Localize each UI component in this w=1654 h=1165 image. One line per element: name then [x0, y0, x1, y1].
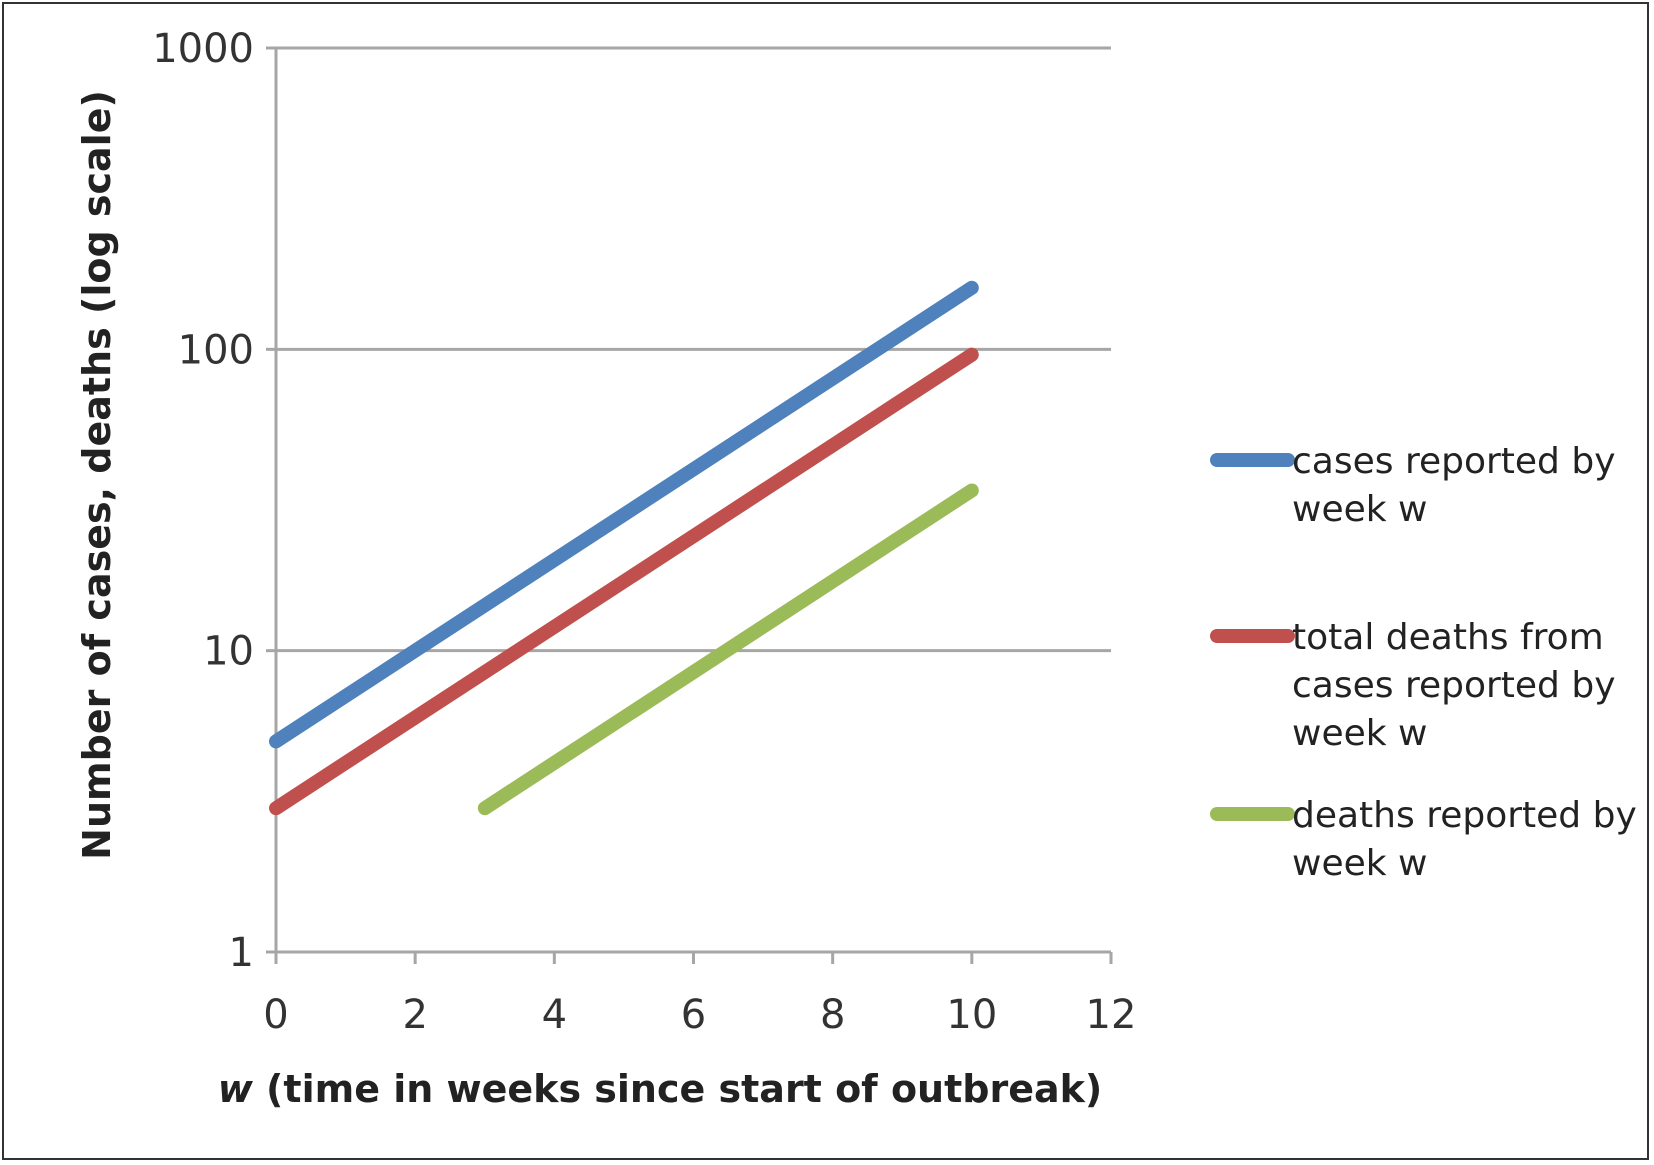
- x-tick-label: 12: [1086, 992, 1137, 1038]
- axes: [266, 46, 1113, 964]
- x-tick-label: 8: [820, 992, 845, 1038]
- x-tick-label: 6: [681, 992, 706, 1038]
- legend-label-1: cases reported by: [1292, 441, 1616, 482]
- y-tick-label: 100: [178, 327, 254, 373]
- gridlines: [276, 46, 1111, 653]
- x-axis-title-variable: w: [218, 1067, 254, 1111]
- x-axis-title: w (time in weeks since start of outbreak…: [218, 1067, 1103, 1111]
- x-tick-label: 0: [263, 992, 288, 1038]
- legend-label-1: week w: [1292, 489, 1427, 530]
- y-axis-title: Number of cases, deaths (log scale): [75, 90, 119, 860]
- tick-labels: 1 10 100 1000 0 2 4 6 8 10 12: [152, 26, 1136, 1038]
- legend-label-2: cases reported by: [1292, 665, 1616, 706]
- x-tick-label: 10: [946, 992, 997, 1038]
- series-line-1: [269, 280, 979, 749]
- series-line-3: [477, 483, 979, 816]
- legend-label-3: deaths reported by: [1292, 795, 1637, 836]
- y-tick-label: 1000: [152, 26, 254, 72]
- legend-label-2: week w: [1292, 713, 1427, 754]
- y-tick-label: 10: [203, 629, 254, 675]
- legend: cases reported by week w total deaths from…: [1210, 441, 1637, 884]
- legend-label-2: total deaths from: [1292, 617, 1604, 658]
- series-line-2: [269, 347, 979, 816]
- x-tick-label: 4: [542, 992, 567, 1038]
- y-tick-label: 1: [229, 930, 254, 976]
- x-axis-title-text: (time in weeks since start of outbreak): [253, 1067, 1102, 1111]
- x-tick-label: 2: [402, 992, 427, 1038]
- legend-label-3: week w: [1292, 843, 1427, 884]
- series-lines: [269, 280, 979, 816]
